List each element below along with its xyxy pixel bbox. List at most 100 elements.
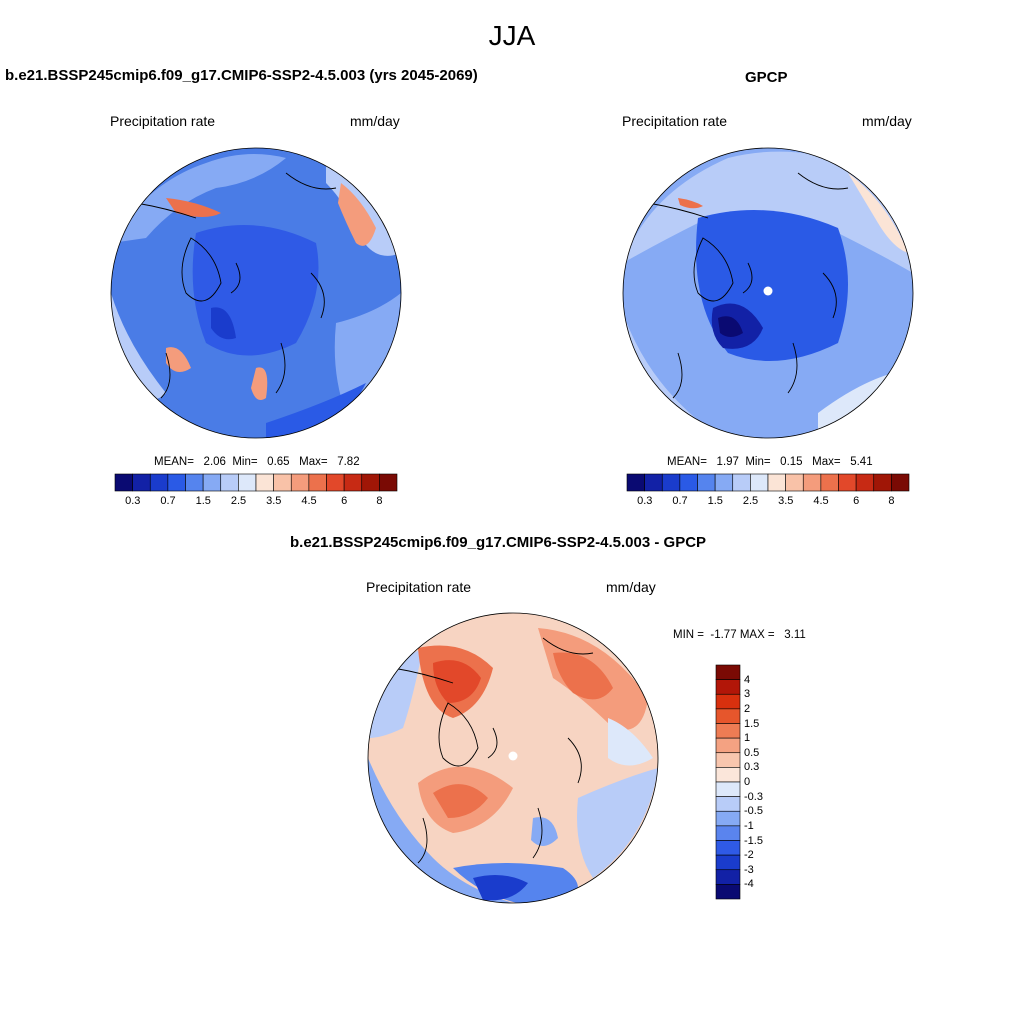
- diff-colorbar-ticks: 4 3 2 1.5 1 0.5 0.3 0 -0.3 -0.5 -1 -1.5 -2 -3 -4: [744, 665, 784, 899]
- model-colorbar: [114, 473, 398, 492]
- colorbar-tick-label: 3: [744, 688, 751, 701]
- colorbar-swatch: [715, 679, 741, 695]
- colorbar-tick-label: 0: [744, 776, 751, 788]
- colorbar-swatch: [132, 473, 151, 492]
- diff-positive-region: [433, 784, 488, 818]
- colorbar-swatch: [255, 473, 274, 492]
- diff-polar-map: [367, 612, 659, 904]
- colorbar-swatch: [290, 473, 310, 492]
- colorbar-swatch: [715, 767, 741, 783]
- model-wet-region: [166, 198, 221, 217]
- model-light-region: [334, 293, 401, 413]
- colorbar-swatch: [715, 737, 741, 754]
- colorbar-swatch: [661, 473, 681, 492]
- obs-coastlines: [647, 172, 849, 399]
- obs-wet-region: [678, 198, 703, 209]
- model-max-label: Max=: [299, 456, 328, 468]
- model-polar-map: [110, 147, 402, 439]
- obs-missing-pole: [763, 286, 773, 296]
- colorbar-swatch: [891, 473, 910, 492]
- diff-min-value: -1.77: [710, 629, 737, 641]
- colorbar-swatch: [343, 473, 363, 492]
- colorbar-swatch: [238, 473, 257, 492]
- colorbar-swatch: [873, 473, 892, 492]
- colorbar-swatch: [715, 840, 741, 856]
- model-panel-title: b.e21.BSSP245cmip6.f09_g17.CMIP6-SSP2-4.…: [5, 67, 478, 84]
- colorbar-tick-label: 2.5: [742, 495, 759, 507]
- colorbar-tick-label: 1.5: [744, 717, 760, 730]
- colorbar-swatch: [802, 473, 822, 492]
- model-max-value: 7.82: [337, 456, 360, 468]
- colorbar-tick-label: 3.5: [778, 495, 794, 507]
- model-light-region: [266, 383, 366, 438]
- colorbar-tick-label: 8: [888, 495, 895, 507]
- obs-mean-value: 1.97: [716, 456, 739, 468]
- colorbar-tick-label: 6: [853, 495, 860, 507]
- colorbar-tick-label: 1.5: [707, 495, 723, 507]
- colorbar-swatch: [715, 781, 741, 797]
- colorbar-swatch: [361, 473, 380, 492]
- model-min-value: 0.65: [267, 456, 290, 468]
- model-colorbar-ticks: 0.3 0.7 1.5 2.5 3.5 4.5 6 8: [115, 495, 397, 509]
- obs-driest-core: [718, 316, 743, 337]
- colorbar-swatch: [644, 473, 663, 492]
- model-dry-core: [192, 225, 319, 356]
- obs-colorbar: [626, 473, 910, 492]
- colorbar-tick-label: -1.5: [744, 834, 763, 847]
- colorbar-swatch: [379, 473, 398, 492]
- colorbar-swatch: [308, 473, 327, 492]
- obs-colorbar-ticks: 0.3 0.7 1.5 2.5 3.5 4.5 6 8: [627, 495, 909, 509]
- colorbar-tick-label: -0.5: [744, 805, 763, 818]
- colorbar-tick-label: 0.3: [637, 495, 653, 507]
- diff-colorbar: [715, 664, 741, 900]
- diff-min-label: MIN =: [673, 629, 704, 641]
- diff-negative-region: [608, 718, 653, 766]
- colorbar-swatch: [715, 869, 741, 885]
- model-stats: MEAN= 2.06 Min= 0.65 Max= 7.82: [154, 456, 360, 468]
- colorbar-swatch: [149, 473, 169, 492]
- colorbar-swatch: [185, 473, 204, 492]
- colorbar-tick-label: 2: [744, 702, 751, 715]
- colorbar-swatch: [167, 473, 186, 492]
- figure-season-title: JJA: [488, 20, 536, 51]
- colorbar-tick-label: -4: [744, 878, 754, 891]
- colorbar-swatch: [715, 664, 741, 680]
- colorbar-swatch: [626, 473, 645, 492]
- colorbar-tick-label: 2.5: [230, 495, 247, 507]
- colorbar-tick-label: 0.7: [672, 495, 688, 507]
- colorbar-swatch: [715, 796, 741, 812]
- colorbar-swatch: [326, 473, 345, 492]
- obs-units-label: mm/day: [862, 113, 912, 129]
- model-wet-region: [166, 347, 191, 372]
- diff-negative-region: [577, 768, 658, 878]
- diff-negative-region: [368, 648, 423, 738]
- colorbar-swatch: [679, 473, 698, 492]
- colorbar-swatch: [273, 473, 292, 492]
- colorbar-tick-label: 0.7: [160, 495, 176, 507]
- obs-max-value: 5.41: [850, 456, 873, 468]
- model-light-region: [111, 154, 286, 243]
- colorbar-swatch: [202, 473, 222, 492]
- diff-stats: MIN = -1.77 MAX = 3.11: [673, 629, 806, 641]
- colorbar-tick-label: 8: [376, 495, 383, 507]
- colorbar-tick-label: 1.5: [195, 495, 211, 507]
- colorbar-swatch: [855, 473, 875, 492]
- colorbar-swatch: [715, 854, 741, 871]
- diff-missing-pole: [508, 751, 518, 761]
- colorbar-swatch: [715, 693, 741, 710]
- obs-map-border: [622, 147, 914, 439]
- obs-wet-region: [848, 173, 908, 253]
- colorbar-tick-label: 0.3: [744, 761, 760, 774]
- colorbar-swatch: [838, 473, 857, 492]
- obs-stats: MEAN= 1.97 Min= 0.15 Max= 5.41: [667, 456, 873, 468]
- colorbar-swatch: [820, 473, 839, 492]
- colorbar-swatch: [750, 473, 769, 492]
- diff-positive-region: [553, 652, 613, 700]
- colorbar-tick-label: 0.3: [125, 495, 141, 507]
- colorbar-swatch: [785, 473, 804, 492]
- colorbar-tick-label: 4: [744, 673, 751, 686]
- colorbar-swatch: [697, 473, 716, 492]
- colorbar-tick-label: 0.5: [744, 746, 760, 759]
- colorbar-swatch: [714, 473, 734, 492]
- colorbar-swatch: [114, 473, 133, 492]
